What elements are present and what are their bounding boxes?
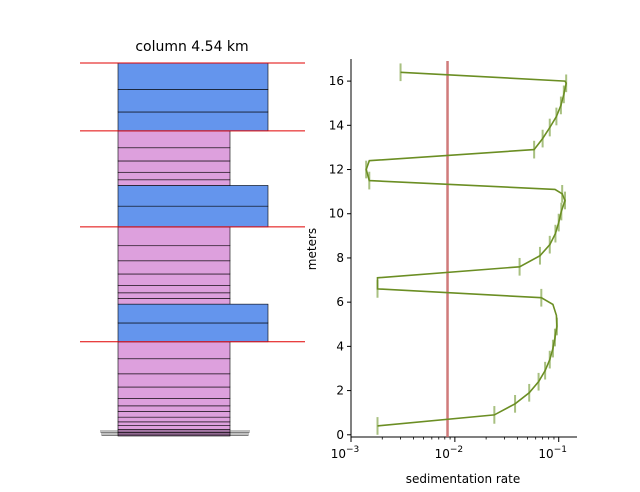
- x-tick-label: 10−1: [538, 445, 567, 461]
- bed-layer: [117, 245, 231, 262]
- y-tick-label: 4: [336, 339, 344, 353]
- bed-layer: [117, 298, 231, 305]
- bed-layer: [117, 341, 231, 360]
- bed-layer: [117, 226, 231, 247]
- bed-layer: [117, 386, 231, 399]
- y-tick-label: 0: [336, 428, 344, 442]
- x-tick-label: 10−2: [435, 445, 464, 461]
- bed-layer: [117, 273, 231, 286]
- y-tick-label: 2: [336, 384, 344, 398]
- bed-layer: [117, 160, 231, 173]
- sedimentation-plot: 0 2 4 6 8 10 12 14 16 10−3 10−2 10−1: [329, 59, 577, 461]
- bed-layer: [117, 260, 231, 275]
- bed-layer: [117, 147, 231, 162]
- bed-layer: [117, 303, 269, 324]
- bed-layer: [117, 185, 269, 207]
- bed-layer: [117, 322, 269, 343]
- bed-layer: [117, 373, 231, 388]
- bed-layer: [117, 130, 231, 149]
- y-tick-label: 8: [336, 251, 344, 265]
- y-tick-label: 6: [336, 295, 344, 309]
- x-axis-label: sedimentation rate: [406, 472, 521, 486]
- bed-layer: [117, 398, 231, 407]
- bed-layer: [117, 405, 231, 412]
- sedimentation-rate-line: [365, 71, 568, 427]
- y-tick-label: 14: [329, 118, 344, 132]
- bed-layer: [117, 292, 231, 299]
- bed-layer: [117, 205, 269, 228]
- y-axis-label: meters: [305, 228, 319, 270]
- bed-layer: [117, 171, 231, 181]
- bed-layer: [117, 89, 269, 113]
- y-tick-label: 16: [329, 74, 344, 88]
- stratigraphic-column: [80, 62, 305, 437]
- bed-layer: [117, 411, 231, 418]
- bed-layer: [117, 425, 231, 430]
- y-tick-label: 10: [329, 207, 344, 221]
- bed-layer: [117, 284, 231, 294]
- bed-layer: [117, 421, 231, 426]
- bed-layer: [117, 179, 231, 186]
- y-tick-label: 12: [329, 163, 344, 177]
- bed-layer: [117, 416, 231, 423]
- x-tick-label: 10−3: [331, 445, 360, 461]
- column-title: column 4.54 km: [135, 39, 248, 55]
- bed-layer: [117, 62, 269, 90]
- bed-layer: [117, 358, 231, 375]
- bed-layer: [117, 111, 269, 132]
